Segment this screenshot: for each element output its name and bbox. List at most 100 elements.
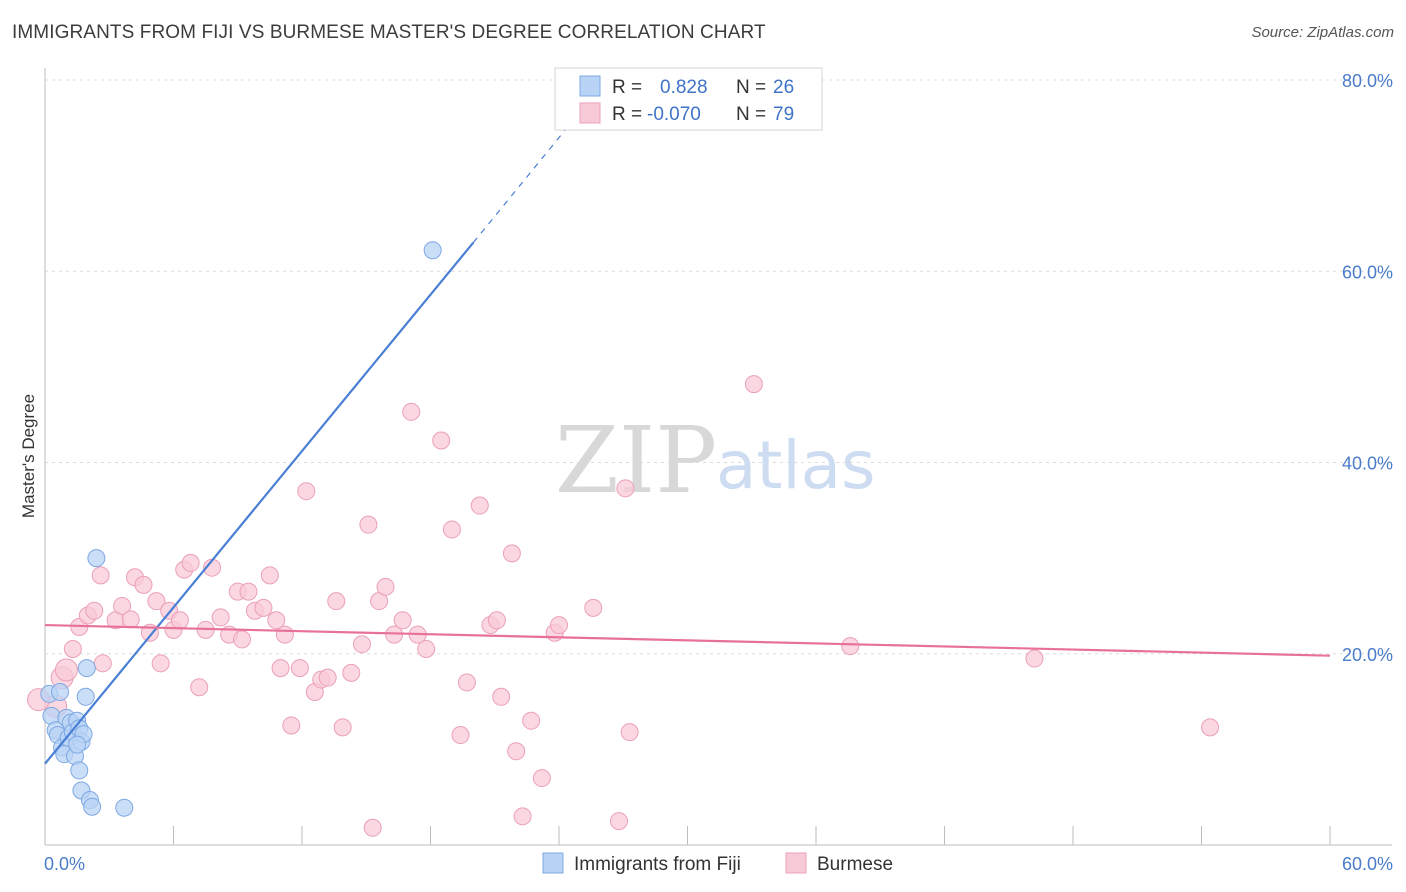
burmese-point-31 xyxy=(254,598,273,617)
x-tick-label-0: 0.0% xyxy=(44,854,85,874)
burmese-trend-line xyxy=(44,623,1331,657)
x-tick-label-1: 60.0% xyxy=(1342,854,1393,874)
burmese-point-36 xyxy=(282,716,301,735)
burmese-point-66 xyxy=(522,711,541,730)
bottom-legend-burmese: Burmese xyxy=(817,854,893,875)
burmese-point-61 xyxy=(487,611,506,630)
burmese-point-67 xyxy=(532,769,551,788)
burmese-point-19 xyxy=(170,611,189,630)
burmese-point-11 xyxy=(121,610,140,629)
burmese-point-58 xyxy=(457,673,476,692)
trend-lines xyxy=(44,129,1331,765)
watermark: ZIP atlas xyxy=(555,407,876,514)
burmese-point-8 xyxy=(93,654,112,673)
chart-title: IMMIGRANTS FROM FIJI VS BURMESE MASTER'S… xyxy=(12,22,766,43)
burmese-point-56 xyxy=(442,520,461,539)
legend-swatch-burmese xyxy=(579,102,601,124)
fiji-point-20 xyxy=(87,549,106,568)
fiji-point-16 xyxy=(68,735,87,754)
burmese-point-46 xyxy=(359,515,378,534)
burmese-point-54 xyxy=(417,639,436,658)
burmese-point-71 xyxy=(609,812,628,831)
burmese-point-38 xyxy=(297,482,316,501)
bottom-legend-fiji: Immigrants from Fiji xyxy=(574,854,741,875)
fiji-trend-line xyxy=(44,241,475,765)
burmese-point-70 xyxy=(584,598,603,617)
legend-burmese-r-value: -0.070 xyxy=(647,104,701,125)
burmese-point-69 xyxy=(550,616,568,635)
watermark-zip: ZIP xyxy=(555,407,717,514)
y-tick-label-0: 20.0% xyxy=(1342,645,1393,665)
burmese-point-76 xyxy=(1025,649,1044,668)
bottom-legend-swatch-fiji xyxy=(542,852,564,874)
burmese-point-42 xyxy=(327,592,346,611)
fiji-point-25 xyxy=(423,241,442,260)
y-tick-label-3: 80.0% xyxy=(1342,71,1393,91)
burmese-point-6 xyxy=(85,601,104,620)
burmese-point-55 xyxy=(432,431,451,450)
burmese-point-49 xyxy=(376,577,395,596)
y-tick-labels: 20.0% 40.0% 60.0% 80.0% xyxy=(1342,71,1393,665)
fiji-point-24 xyxy=(115,798,134,817)
burmese-point-44 xyxy=(342,663,361,682)
source-label: Source: ZipAtlas.com xyxy=(1251,24,1394,41)
burmese-point-33 xyxy=(267,611,286,630)
burmese-point-75 xyxy=(841,637,860,656)
burmese-point-21 xyxy=(181,553,200,572)
burmese-point-72 xyxy=(616,479,635,498)
fiji-point-23 xyxy=(83,797,102,816)
fiji-point-17 xyxy=(70,761,89,780)
burmese-point-64 xyxy=(507,742,526,761)
burmese-point-77 xyxy=(1201,718,1220,737)
burmese-point-51 xyxy=(393,611,412,630)
legend-fiji-r-value: 0.828 xyxy=(660,77,708,98)
burmese-point-10 xyxy=(113,596,132,615)
x-tick-labels: 0.0% 60.0% xyxy=(44,854,1393,874)
top-legend: R = 0.828 N = 26 R = -0.070 N = 79 xyxy=(554,67,823,131)
fiji-trend-extension xyxy=(472,129,566,243)
burmese-point-25 xyxy=(211,608,230,627)
burmese-point-16 xyxy=(151,654,170,673)
burmese-point-41 xyxy=(318,668,337,687)
bottom-legend-swatch-burmese xyxy=(785,852,807,874)
burmese-point-43 xyxy=(333,718,352,737)
burmese-point-57 xyxy=(451,726,470,745)
fiji-point-19 xyxy=(77,659,96,678)
legend-swatch-fiji xyxy=(579,75,601,97)
fiji-point-4 xyxy=(50,683,69,701)
y-tick-label-2: 60.0% xyxy=(1342,262,1393,282)
burmese-point-22 xyxy=(190,678,209,697)
fiji-series xyxy=(40,241,442,817)
burmese-point-13 xyxy=(134,575,153,594)
legend-fiji-n-label: N = xyxy=(736,77,766,98)
burmese-point-37 xyxy=(290,659,309,678)
burmese-point-45 xyxy=(352,635,371,654)
legend-fiji-r-label: R = xyxy=(612,77,642,98)
burmese-point-62 xyxy=(492,687,511,706)
legend-burmese-r-label: R = xyxy=(612,104,642,125)
bottom-legend: Immigrants from Fiji Burmese xyxy=(542,852,893,875)
burmese-point-63 xyxy=(502,544,521,563)
burmese-point-15 xyxy=(147,592,166,611)
legend-burmese-n-value: 79 xyxy=(773,104,794,125)
burmese-point-59 xyxy=(470,496,489,515)
burmese-point-34 xyxy=(271,659,290,678)
burmese-point-7 xyxy=(91,566,110,585)
burmese-point-47 xyxy=(363,818,382,837)
y-axis-label: Master's Degree xyxy=(19,394,38,518)
burmese-point-2 xyxy=(54,658,78,682)
legend-fiji-n-value: 26 xyxy=(773,77,794,98)
burmese-point-73 xyxy=(620,723,639,742)
burmese-point-32 xyxy=(260,566,279,585)
burmese-point-52 xyxy=(402,402,421,421)
burmese-point-35 xyxy=(275,625,294,644)
burmese-point-74 xyxy=(744,375,763,394)
burmese-point-29 xyxy=(239,582,258,601)
burmese-point-3 xyxy=(63,639,82,658)
legend-burmese-n-label: N = xyxy=(736,104,766,125)
watermark-atlas: atlas xyxy=(716,427,876,504)
grid-lines xyxy=(45,79,1392,655)
y-tick-label-1: 40.0% xyxy=(1342,454,1393,474)
burmese-point-28 xyxy=(233,630,252,649)
